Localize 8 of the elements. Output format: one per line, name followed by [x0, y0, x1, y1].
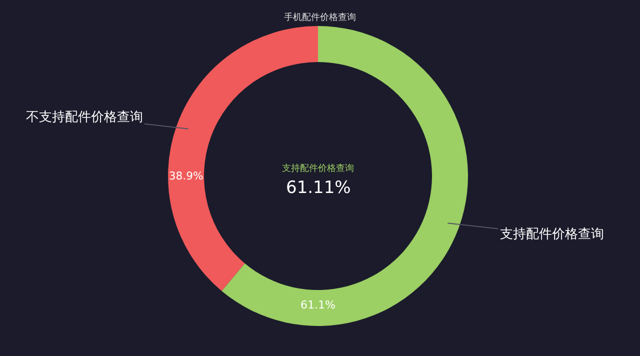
data-label: 61.1%: [300, 298, 336, 312]
text: 61.11%: [286, 178, 351, 198]
slice-label: 不支持配件价格查询: [26, 110, 143, 125]
text: 支持配件价格查询: [282, 163, 354, 174]
chart-title: 手机配件价格查询: [284, 12, 356, 24]
donut-slice: [222, 26, 468, 326]
slice-label: 支持配件价格查询: [500, 227, 604, 242]
data-label: 38.9%: [168, 169, 204, 182]
